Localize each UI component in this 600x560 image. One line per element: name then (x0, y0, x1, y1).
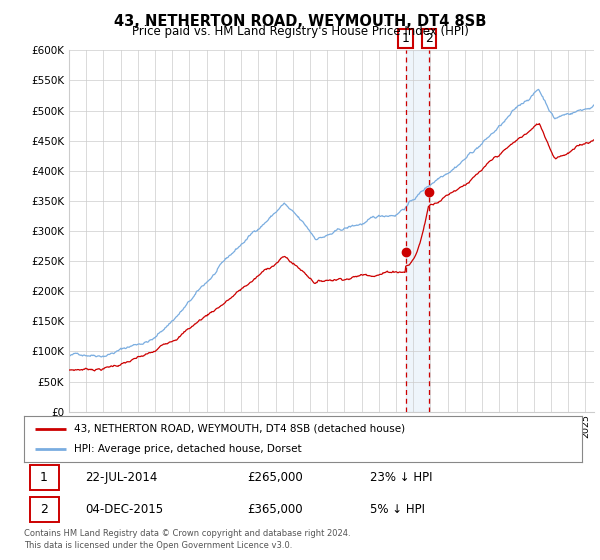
Text: 2: 2 (40, 503, 48, 516)
Text: £365,000: £365,000 (247, 503, 303, 516)
Text: £265,000: £265,000 (247, 471, 303, 484)
Bar (406, 50, 429, 412)
Text: Price paid vs. HM Land Registry's House Price Index (HPI): Price paid vs. HM Land Registry's House … (131, 25, 469, 38)
FancyBboxPatch shape (29, 465, 59, 489)
Text: 1: 1 (401, 32, 409, 45)
Text: Contains HM Land Registry data © Crown copyright and database right 2024.
This d: Contains HM Land Registry data © Crown c… (24, 529, 350, 550)
Text: 43, NETHERTON ROAD, WEYMOUTH, DT4 8SB (detached house): 43, NETHERTON ROAD, WEYMOUTH, DT4 8SB (d… (74, 424, 406, 434)
Text: 1: 1 (40, 471, 48, 484)
FancyBboxPatch shape (29, 497, 59, 522)
Text: 5% ↓ HPI: 5% ↓ HPI (370, 503, 425, 516)
Text: 43, NETHERTON ROAD, WEYMOUTH, DT4 8SB: 43, NETHERTON ROAD, WEYMOUTH, DT4 8SB (114, 14, 486, 29)
Text: 22-JUL-2014: 22-JUL-2014 (85, 471, 158, 484)
Text: 2: 2 (425, 32, 433, 45)
Text: 23% ↓ HPI: 23% ↓ HPI (370, 471, 433, 484)
Text: 04-DEC-2015: 04-DEC-2015 (85, 503, 164, 516)
Text: HPI: Average price, detached house, Dorset: HPI: Average price, detached house, Dors… (74, 444, 302, 454)
